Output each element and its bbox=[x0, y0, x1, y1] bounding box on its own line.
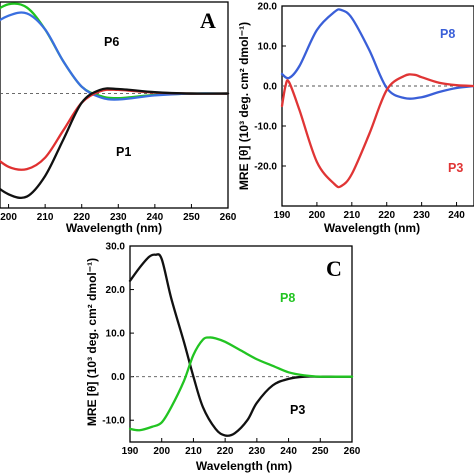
panel-a-x-tick-label: 250 bbox=[183, 212, 200, 223]
panel-a-x-tick-label: 220 bbox=[73, 212, 90, 223]
panel-b-y-tick-label: -10.0 bbox=[254, 122, 277, 133]
panel-a-x-tick-label: 210 bbox=[37, 212, 54, 223]
panel-c-x-tick-label: 250 bbox=[312, 446, 329, 457]
panel-a-series bbox=[0, 2, 230, 200]
panel-c-y-axis-label: MRE [θ] (10³ deg. cm² dmol⁻¹) bbox=[85, 258, 99, 426]
panel-a-x-tick-label: 230 bbox=[110, 212, 127, 223]
panel-b-x-tick-label: 210 bbox=[343, 210, 360, 221]
panel-a-x-tick-label: 200 bbox=[0, 212, 17, 223]
panel-b-x-tick-label: 220 bbox=[378, 210, 395, 221]
panel-c-y-tick-label: 20.0 bbox=[106, 285, 126, 296]
panel-c-y-tick-label: 10.0 bbox=[106, 329, 126, 340]
panel-b-label-p3: P3 bbox=[448, 161, 463, 175]
panel-c-x-axis-label: Wavelength (nm) bbox=[196, 459, 292, 473]
panel-b-label-p8: P8 bbox=[440, 27, 455, 41]
panel-b-y-tick-label: 10.0 bbox=[258, 42, 278, 53]
panel-b-x-tick-label: 230 bbox=[413, 210, 430, 221]
panel-a-x-ticks: 200 210 220 230 240 250 260 bbox=[0, 204, 237, 223]
panel-c-x-tick-label: 260 bbox=[344, 446, 361, 457]
panel-c-y-tick-label: 30.0 bbox=[106, 242, 126, 253]
panel-c-x-tick-label: 210 bbox=[185, 446, 202, 457]
panel-a-letter: A bbox=[200, 8, 216, 33]
panel-a-series-line-unlabeled-1 bbox=[0, 11, 230, 101]
panel-b-x-tick-label: 240 bbox=[448, 210, 465, 221]
panel-c-x-tick-label: 230 bbox=[249, 446, 266, 457]
panel-c-x-tick-label: 200 bbox=[153, 446, 170, 457]
panel-a-frame bbox=[0, 1, 229, 209]
panel-b-series-line-p3 bbox=[280, 73, 474, 189]
panel-a-label-p6: P6 bbox=[104, 35, 119, 49]
panel-b-y-tick-label: 20.0 bbox=[258, 2, 278, 13]
panel-c-y-tick-label: -10.0 bbox=[102, 416, 125, 427]
panel-a-x-tick-label: 260 bbox=[220, 212, 237, 223]
panel-c-x-tick-label: 240 bbox=[280, 446, 297, 457]
panel-b: 190 200 210 220 230 24020.010.00.0-10.0-20.0 … bbox=[237, 2, 474, 235]
panel-b-y-axis-label: MRE [θ] (10³ deg. cm² dmol⁻¹) bbox=[237, 22, 251, 190]
panel-b-y-tick-label: 0.0 bbox=[263, 82, 277, 93]
panel-c-series-line-p3 bbox=[128, 253, 354, 437]
panel-b-x-tick-label: 200 bbox=[309, 210, 326, 221]
panel-a: 200 210 220 230 240 250 260 A P6 P1 Wavelength… bbox=[0, 1, 237, 235]
panel-b-x-tick-label: 190 bbox=[274, 210, 291, 221]
panel-b-x-axis-label: Wavelength (nm) bbox=[324, 221, 420, 235]
panel-c-x-tick-label: 220 bbox=[217, 446, 234, 457]
panel-c-letter: C bbox=[326, 256, 342, 281]
panel-c-label-p3: P3 bbox=[290, 403, 305, 417]
panel-c-series-line-p8 bbox=[128, 336, 354, 432]
panel-a-series-line-p1 bbox=[0, 87, 230, 200]
panel-a-series-line-unlabeled-2 bbox=[0, 88, 230, 171]
panel-c-x-tick-label: 190 bbox=[122, 446, 139, 457]
panel-b-series bbox=[280, 8, 474, 189]
panel-c-y-tick-label: 0.0 bbox=[111, 372, 125, 383]
panel-b-y-tick-label: -20.0 bbox=[254, 162, 277, 173]
panel-a-label-p1: P1 bbox=[116, 145, 131, 159]
panel-c-series bbox=[128, 253, 354, 437]
panel-c-frame bbox=[129, 245, 353, 443]
panel-a-x-axis-label: Wavelength (nm) bbox=[66, 221, 162, 235]
panel-b-series-line-p8 bbox=[280, 8, 474, 100]
panel-c-label-p8: P8 bbox=[280, 291, 295, 305]
panel-b-ticks: 190 200 210 220 230 240 20.0 10.0 0.0 -10.0 -20.0 bbox=[254, 2, 465, 222]
panel-a-x-tick-label: 240 bbox=[147, 212, 164, 223]
panel-c: 190 200 210 220 230 240 250 260 30.0 20.0 10.0 0.0 -… bbox=[85, 242, 361, 474]
panel-c-ticks: 190 200 210 220 230 240 250 260 30.0 20.0 10.0 0.0 -… bbox=[102, 242, 361, 458]
